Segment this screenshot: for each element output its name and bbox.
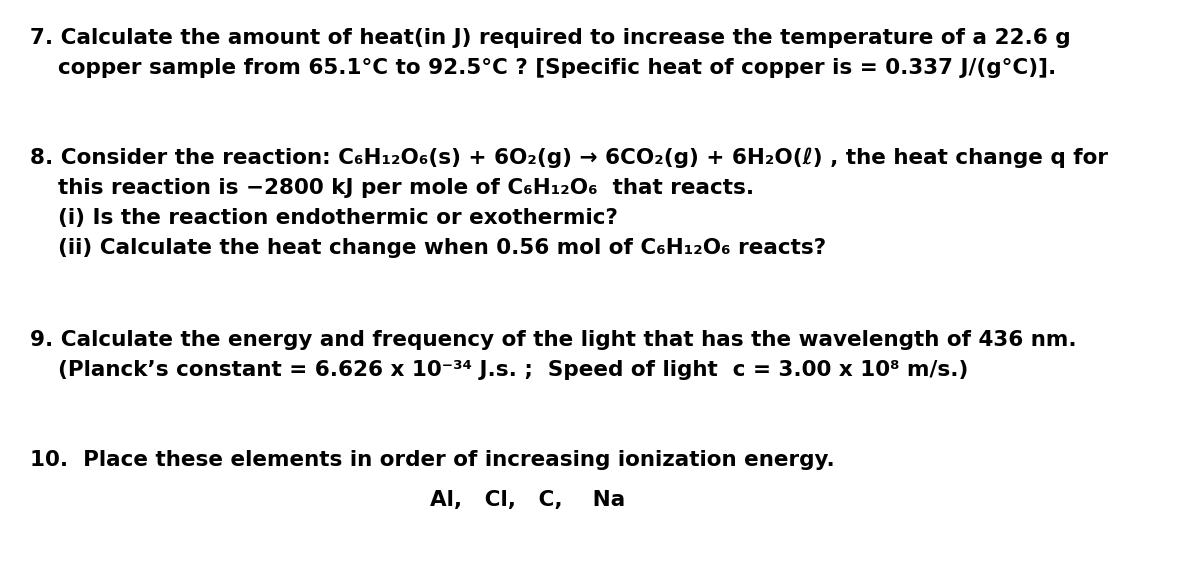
Text: (Planck’s constant = 6.626 x 10⁻³⁴ J.s. ;  Speed of light  c = 3.00 x 10⁸ m/s.): (Planck’s constant = 6.626 x 10⁻³⁴ J.s. … — [58, 360, 968, 380]
Text: (i) Is the reaction endothermic or exothermic?: (i) Is the reaction endothermic or exoth… — [58, 208, 618, 228]
Text: this reaction is −2800 kJ per mole of C₆H₁₂O₆  that reacts.: this reaction is −2800 kJ per mole of C₆… — [58, 178, 754, 198]
Text: Al,   Cl,   C,    Na: Al, Cl, C, Na — [430, 490, 625, 510]
Text: 7. Calculate the amount of heat(in J) required to increase the temperature of a : 7. Calculate the amount of heat(in J) re… — [30, 28, 1070, 48]
Text: copper sample from 65.1°C to 92.5°C ? [Specific heat of copper is = 0.337 J/(g°C: copper sample from 65.1°C to 92.5°C ? [S… — [58, 58, 1056, 78]
Text: (ii) Calculate the heat change when 0.56 mol of C₆H₁₂O₆ reacts?: (ii) Calculate the heat change when 0.56… — [58, 238, 826, 258]
Text: 8. Consider the reaction: C₆H₁₂O₆(s) + 6O₂(g) → 6CO₂(g) + 6H₂O(ℓ) , the heat cha: 8. Consider the reaction: C₆H₁₂O₆(s) + 6… — [30, 148, 1108, 168]
Text: 10.  Place these elements in order of increasing ionization energy.: 10. Place these elements in order of inc… — [30, 450, 835, 470]
Text: 9. Calculate the energy and frequency of the light that has the wavelength of 43: 9. Calculate the energy and frequency of… — [30, 330, 1076, 350]
